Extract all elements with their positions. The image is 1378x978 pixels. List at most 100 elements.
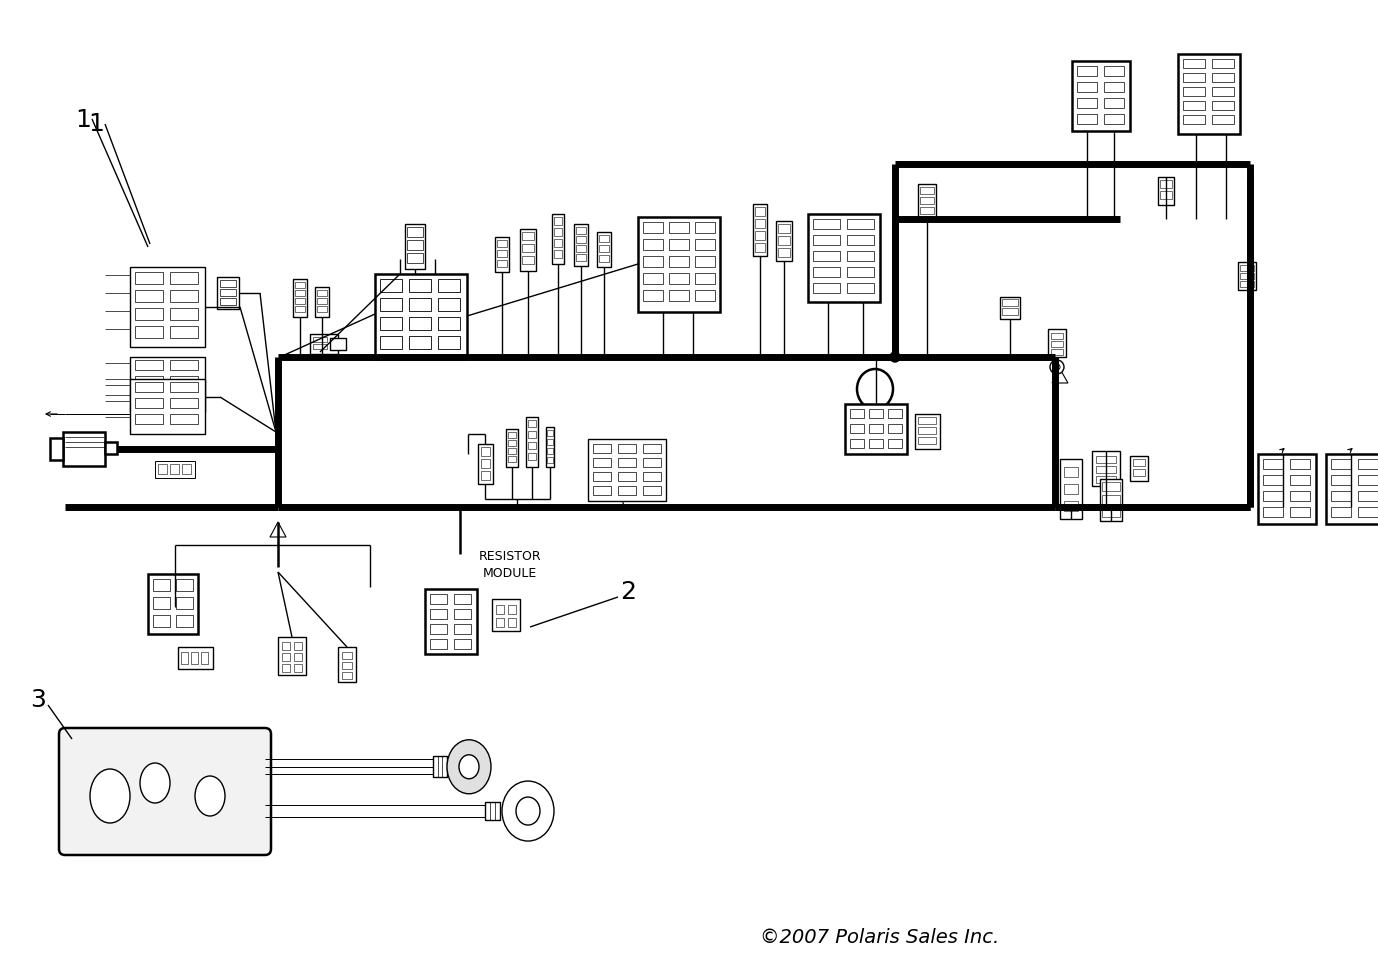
Bar: [1078, 99, 1097, 109]
Bar: [409, 298, 431, 312]
Bar: [1213, 74, 1235, 83]
Bar: [380, 298, 402, 312]
Bar: [617, 445, 637, 454]
Bar: [887, 410, 903, 419]
Bar: [409, 336, 431, 350]
Bar: [295, 298, 305, 305]
Bar: [695, 257, 715, 268]
Bar: [520, 230, 536, 272]
Bar: [1331, 492, 1350, 502]
Bar: [1100, 479, 1122, 521]
Bar: [813, 236, 841, 245]
Bar: [135, 327, 163, 338]
Bar: [813, 251, 841, 262]
Bar: [1096, 457, 1116, 464]
Bar: [921, 207, 934, 215]
Bar: [176, 598, 193, 609]
Bar: [220, 298, 236, 306]
Bar: [755, 207, 765, 217]
Bar: [176, 579, 193, 592]
Bar: [847, 251, 874, 262]
Bar: [921, 198, 934, 204]
Bar: [617, 459, 637, 467]
Bar: [1264, 475, 1283, 485]
Bar: [813, 284, 841, 293]
Bar: [169, 382, 198, 392]
Bar: [755, 232, 765, 241]
Bar: [850, 424, 864, 433]
Bar: [593, 459, 610, 467]
Bar: [169, 377, 198, 386]
Bar: [380, 318, 402, 331]
Bar: [644, 290, 663, 301]
Bar: [554, 250, 562, 259]
Bar: [508, 618, 515, 627]
Polygon shape: [270, 522, 287, 538]
Bar: [1182, 115, 1204, 125]
Bar: [342, 672, 351, 680]
FancyBboxPatch shape: [59, 729, 271, 855]
Bar: [779, 248, 790, 258]
Bar: [1357, 460, 1378, 469]
Bar: [1331, 460, 1350, 469]
Bar: [481, 471, 491, 480]
Bar: [497, 250, 507, 258]
Bar: [599, 236, 609, 243]
Bar: [342, 662, 351, 669]
Bar: [438, 336, 460, 350]
Bar: [50, 438, 63, 461]
Text: 1: 1: [88, 111, 103, 136]
Bar: [63, 432, 105, 467]
Bar: [813, 220, 841, 230]
Bar: [1182, 102, 1204, 111]
Bar: [599, 255, 609, 263]
Bar: [644, 445, 661, 454]
Bar: [752, 204, 768, 257]
Bar: [528, 431, 536, 438]
Text: 1: 1: [74, 108, 91, 132]
Bar: [438, 280, 460, 292]
Bar: [216, 278, 238, 310]
Bar: [135, 399, 163, 409]
Bar: [147, 574, 198, 635]
Bar: [135, 415, 163, 424]
Bar: [1064, 467, 1078, 477]
Bar: [547, 430, 553, 436]
Bar: [599, 245, 609, 252]
Bar: [1326, 455, 1378, 524]
Bar: [135, 361, 163, 371]
Bar: [1240, 266, 1254, 272]
Bar: [845, 405, 907, 455]
Bar: [593, 486, 610, 496]
Bar: [438, 318, 460, 331]
Bar: [153, 598, 169, 609]
Bar: [1002, 309, 1018, 316]
Bar: [176, 615, 193, 627]
Bar: [528, 454, 536, 461]
Bar: [135, 392, 163, 403]
Bar: [1072, 62, 1130, 132]
Bar: [1357, 508, 1378, 517]
Bar: [547, 439, 553, 446]
Bar: [918, 427, 936, 434]
Bar: [317, 290, 327, 296]
Bar: [453, 595, 471, 604]
Bar: [1078, 67, 1097, 77]
Ellipse shape: [890, 353, 900, 363]
Bar: [313, 337, 327, 342]
Bar: [547, 449, 553, 455]
Bar: [1002, 299, 1018, 307]
Bar: [1331, 508, 1350, 517]
Bar: [668, 257, 689, 268]
Bar: [135, 273, 163, 285]
Bar: [1213, 60, 1235, 68]
Ellipse shape: [1054, 365, 1060, 371]
Bar: [1078, 114, 1097, 125]
Bar: [870, 410, 883, 419]
Bar: [644, 486, 661, 496]
Bar: [755, 220, 765, 229]
Bar: [453, 624, 471, 635]
Bar: [192, 652, 198, 664]
Bar: [278, 638, 306, 676]
Bar: [430, 640, 446, 649]
